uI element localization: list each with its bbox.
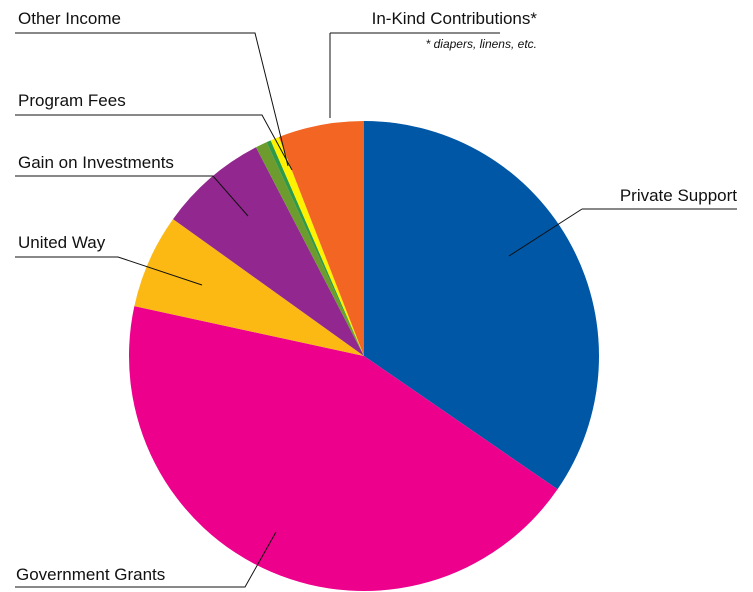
label-private-support: Private Support xyxy=(620,186,737,205)
label-in-kind-contributions: In-Kind Contributions* xyxy=(372,9,538,28)
label-united-way: United Way xyxy=(18,233,106,252)
leader-lines xyxy=(15,32,737,588)
label-other-income: Other Income xyxy=(18,9,121,28)
label-in-kind-note: * diapers, linens, etc. xyxy=(426,37,537,51)
slice-other-income xyxy=(266,140,364,356)
slice-unlabeled-7 xyxy=(278,121,364,356)
slice-private-support xyxy=(364,121,600,490)
slice-program-fees xyxy=(256,142,364,356)
slice-gain-on-investments xyxy=(173,147,364,356)
label-gain-on-investments: Gain on Investments xyxy=(18,153,174,172)
leader-program-fees xyxy=(15,114,293,171)
leader-in-kind xyxy=(329,32,500,118)
pie-labels: Other Income In-Kind Contributions* * di… xyxy=(16,9,737,584)
leader-private-support xyxy=(508,208,737,257)
leader-other-income xyxy=(15,32,289,167)
label-government-grants: Government Grants xyxy=(16,565,165,584)
slice-government-grants xyxy=(128,306,558,592)
leader-united-way xyxy=(15,256,203,286)
slice-in-kind-contributions xyxy=(270,136,364,356)
slice-united-way xyxy=(134,219,364,356)
leader-government-grants xyxy=(15,531,277,588)
leader-gain-on-investments xyxy=(15,175,249,217)
label-program-fees: Program Fees xyxy=(18,91,126,110)
pie-slices xyxy=(128,121,600,592)
